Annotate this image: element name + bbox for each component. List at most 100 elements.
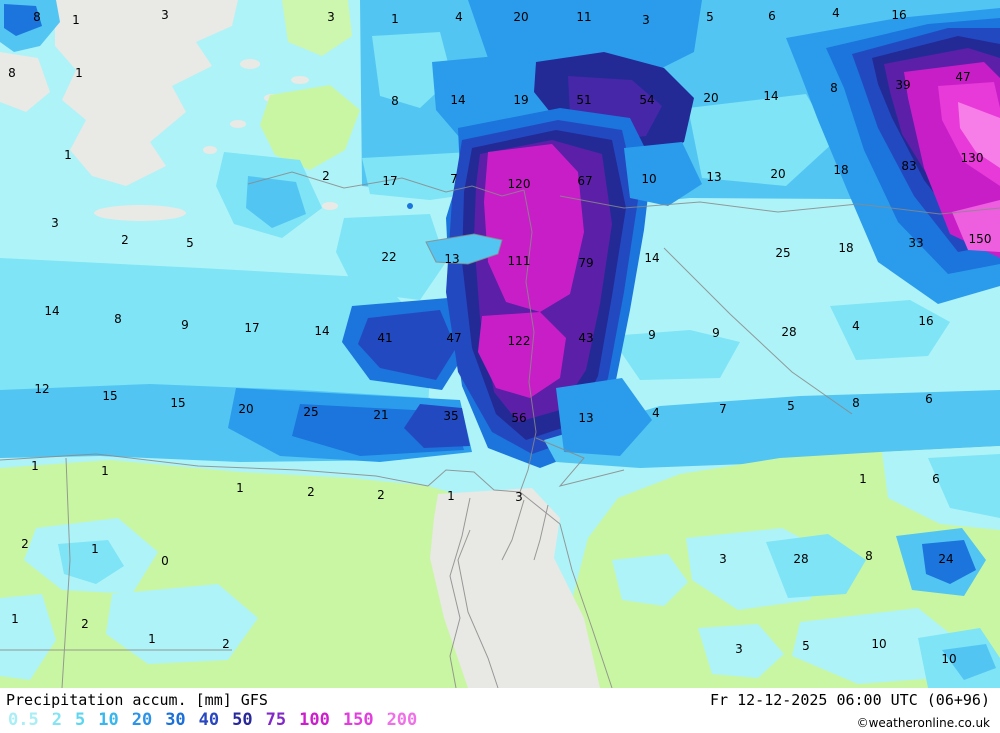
precip-value-label: 20: [703, 91, 719, 105]
precip-value-label: 8: [865, 549, 873, 563]
precip-value-label: 6: [925, 392, 933, 406]
precipitation-layer: [0, 0, 1000, 468]
precip-value-label: 20: [238, 402, 254, 416]
precip-value-label: 1: [64, 148, 72, 162]
precip-value-label: 17: [382, 174, 398, 188]
precip-value-label: 1: [72, 13, 80, 27]
precipitation-map: 8 1 3 3 1 4 20 11 3 5 6 4 16 8 1 8 14 19 51 54 20 14 8 39 47 1 2 17…: [0, 0, 1000, 688]
precip-value-label: 14: [763, 89, 779, 103]
copyright-link[interactable]: ©weatheronline.co.uk: [856, 716, 990, 731]
precip-value-label: 28: [793, 552, 809, 566]
scale-value: 40: [198, 710, 220, 730]
precip-value-label: 2: [222, 637, 230, 651]
precip-value-label: 28: [781, 325, 797, 339]
precip-value-label: 1: [11, 612, 19, 626]
precip-value-label: 7: [719, 402, 727, 416]
precip-value-label: 21: [373, 408, 389, 422]
precip-value-label: 2: [121, 233, 129, 247]
precip-value-label: 3: [642, 13, 650, 27]
precip-value-label: 130: [960, 151, 984, 165]
scale-value: 30: [165, 710, 186, 730]
precip-value-label: 11: [576, 10, 592, 24]
precip-value-label: 10: [871, 637, 887, 651]
precip-value-label: 20: [770, 167, 786, 181]
scale-value: 200: [386, 710, 418, 730]
scale-value: 20: [131, 710, 153, 730]
precip-value-label: 122: [507, 334, 531, 348]
scale-value: 5: [74, 710, 86, 730]
precip-value-label: 10: [941, 652, 957, 666]
precip-value-label: 5: [706, 10, 714, 24]
precip-value-label: 3: [161, 8, 169, 22]
precip-value-label: 25: [303, 405, 319, 419]
precip-value-label: 9: [181, 318, 189, 332]
precip-value-label: 16: [918, 314, 934, 328]
precip-value-label: 8: [391, 94, 399, 108]
precip-value-label: 1: [91, 542, 99, 556]
precip-value-label: 4: [652, 406, 660, 420]
precip-value-label: 7: [450, 172, 458, 186]
precip-value-label: 3: [51, 216, 59, 230]
precip-value-label: 8: [852, 396, 860, 410]
precip-value-label: 1: [236, 481, 244, 495]
precip-value-label: 2: [81, 617, 89, 631]
precip-value-label: 13: [706, 170, 722, 184]
precip-value-label: 8: [830, 81, 838, 95]
precip-value-label: 24: [938, 552, 954, 566]
precip-value-label: 1: [101, 464, 109, 478]
precip-value-label: 18: [838, 241, 854, 255]
precip-value-label: 43: [578, 331, 594, 345]
precip-value-label: 14: [450, 93, 466, 107]
south-land-layer: [0, 446, 1000, 688]
precip-value-label: 25: [775, 246, 791, 260]
precip-value-label: 22: [381, 250, 397, 264]
scale-value: 10: [98, 710, 119, 730]
precip-value-label: 2: [377, 488, 385, 502]
scale-value: 2: [51, 710, 62, 730]
scale-value: 100: [299, 710, 330, 730]
precip-value-label: 14: [314, 324, 330, 338]
precip-value-label: 1: [447, 489, 455, 503]
precip-value-label: 1: [391, 12, 399, 26]
precipitation-contour-map: [0, 0, 1000, 688]
precip-value-label: 13: [444, 252, 460, 266]
precip-value-label: 5: [787, 399, 795, 413]
precip-value-label: 3: [515, 490, 523, 504]
precip-value-label: 15: [102, 389, 118, 403]
precip-value-label: 9: [648, 328, 656, 342]
precip-value-label: 1: [859, 472, 867, 486]
precip-value-label: 8: [33, 10, 41, 24]
precip-value-label: 2: [21, 537, 29, 551]
precip-value-label: 4: [832, 6, 840, 20]
coastline-layer: [0, 171, 1000, 688]
precip-value-label: 2: [307, 485, 315, 499]
precip-value-label: 10: [641, 172, 657, 186]
precip-value-label: 54: [639, 93, 655, 107]
map-datetime: Fr 12-12-2025 06:00 UTC (06+96): [710, 691, 990, 709]
precip-value-label: 4: [852, 319, 860, 333]
precip-value-label: 5: [802, 639, 810, 653]
precip-value-label: 1: [148, 632, 156, 646]
precip-value-label: 41: [377, 331, 393, 345]
precip-value-label: 4: [455, 10, 463, 24]
precip-value-label: 12: [34, 382, 50, 396]
precip-value-label: 13: [578, 411, 594, 425]
precip-value-label: 15: [170, 396, 186, 410]
precip-value-label: 83: [901, 159, 917, 173]
scale-value: 150: [342, 710, 374, 730]
precip-value-labels: 8 1 3 3 1 4 20 11 3 5 6 4 16 8 1 8 14 19 51 54 20 14 8 39 47 1 2 17…: [8, 6, 991, 666]
precip-value-label: 3: [719, 552, 727, 566]
precip-value-label: 1: [75, 66, 83, 80]
precip-value-label: 67: [577, 174, 593, 188]
precip-value-label: 5: [186, 236, 194, 250]
precip-value-label: 3: [327, 10, 335, 24]
precip-value-label: 79: [578, 256, 594, 270]
precip-value-label: 6: [768, 9, 776, 23]
precip-value-label: 9: [712, 326, 720, 340]
precip-value-label: 17: [244, 321, 260, 335]
precip-value-label: 35: [443, 409, 459, 423]
precip-value-label: 16: [891, 8, 907, 22]
map-title: Precipitation accum. [mm] GFS: [6, 691, 268, 709]
precip-value-label: 14: [644, 251, 660, 265]
